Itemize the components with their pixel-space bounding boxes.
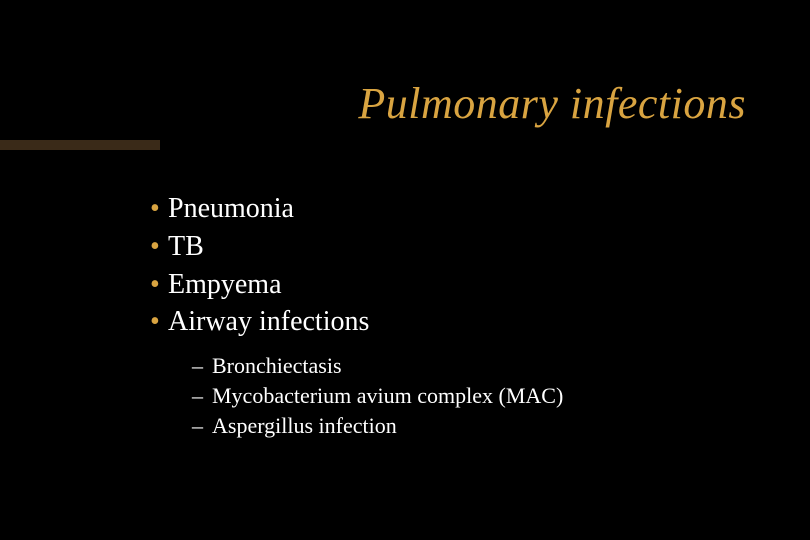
list-item: • Airway infections: [150, 303, 710, 341]
bullet-icon: •: [150, 228, 168, 266]
list-item-label: Airway infections: [168, 303, 369, 341]
dash-icon: –: [192, 381, 212, 411]
dash-icon: –: [192, 411, 212, 441]
list-item-label: Mycobacterium avium complex (MAC): [212, 381, 563, 411]
list-item: – Mycobacterium avium complex (MAC): [192, 381, 710, 411]
list-item: – Aspergillus infection: [192, 411, 710, 441]
accent-bar: [0, 140, 160, 150]
list-item: • TB: [150, 228, 710, 266]
list-item: – Bronchiectasis: [192, 351, 710, 381]
list-item: • Pneumonia: [150, 190, 710, 228]
list-item-label: Empyema: [168, 266, 282, 304]
list-item-label: Pneumonia: [168, 190, 294, 228]
bullet-icon: •: [150, 190, 168, 228]
bullet-icon: •: [150, 303, 168, 341]
bullet-list: • Pneumonia • TB • Empyema • Airway infe…: [150, 190, 710, 440]
slide-title: Pulmonary infections: [358, 78, 746, 129]
list-item-label: Aspergillus infection: [212, 411, 397, 441]
dash-icon: –: [192, 351, 212, 381]
slide: Pulmonary infections • Pneumonia • TB • …: [0, 0, 810, 540]
bullet-icon: •: [150, 266, 168, 304]
list-item-label: Bronchiectasis: [212, 351, 342, 381]
sub-bullet-list: – Bronchiectasis – Mycobacterium avium c…: [192, 351, 710, 440]
list-item: • Empyema: [150, 266, 710, 304]
list-item-label: TB: [168, 228, 204, 266]
